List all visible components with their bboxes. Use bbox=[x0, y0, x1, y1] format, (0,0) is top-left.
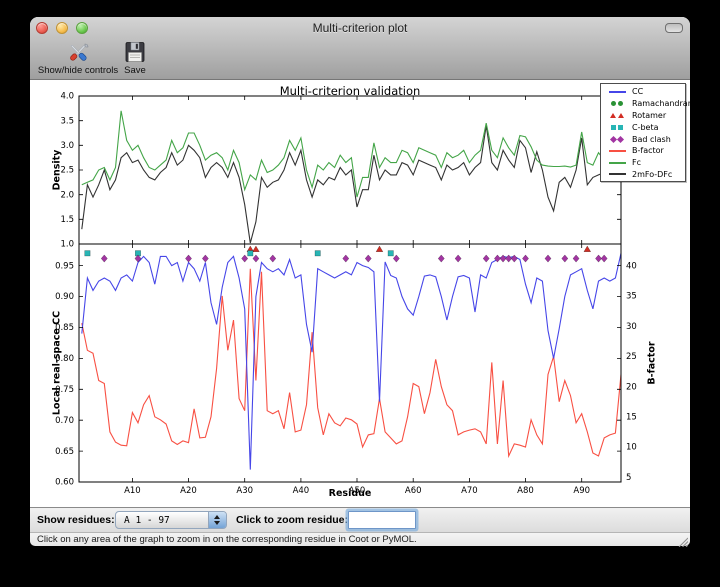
legend-item-label: 2mFo-DFc bbox=[632, 169, 673, 179]
bottom-y-axis-label: Local real-space CC bbox=[51, 310, 63, 416]
svg-text:0.70: 0.70 bbox=[55, 416, 74, 426]
resize-grip-icon[interactable] bbox=[678, 534, 689, 548]
title-bar[interactable]: Multi-criterion plot bbox=[30, 17, 690, 39]
svg-text:0.65: 0.65 bbox=[55, 447, 74, 457]
window-controls bbox=[36, 22, 88, 34]
show-hide-controls-button[interactable]: Show/hide controls bbox=[36, 39, 120, 76]
show-residues-select[interactable]: A 1 - 97 bbox=[115, 511, 227, 529]
legend-item: B-factor bbox=[601, 145, 685, 157]
stepper-icon bbox=[208, 512, 226, 528]
axis-ticks bbox=[79, 95, 621, 483]
svg-text:10: 10 bbox=[626, 443, 637, 453]
legend-item-label: CC bbox=[632, 87, 644, 97]
cc-bfactor-series bbox=[81, 253, 621, 470]
svg-text:0.75: 0.75 bbox=[55, 385, 74, 395]
legend-triangle-glyph bbox=[605, 112, 629, 118]
svg-text:2.0: 2.0 bbox=[60, 190, 74, 200]
toolbar: Show/hide controls Save bbox=[30, 39, 690, 79]
svg-text:4.0: 4.0 bbox=[60, 92, 74, 102]
svg-text:A30: A30 bbox=[236, 486, 253, 496]
legend: CC Ramachandran Rotamer C-beta Bad clash B-fa… bbox=[600, 83, 693, 183]
show-hide-controls-label: Show/hide controls bbox=[37, 65, 119, 76]
legend-item: 2mFo-DFc bbox=[601, 169, 685, 181]
zoom-button[interactable] bbox=[76, 22, 88, 34]
density-series bbox=[81, 110, 621, 244]
svg-text:A80: A80 bbox=[517, 486, 534, 496]
legend-item-label: Ramachandran bbox=[632, 99, 693, 109]
multi-criterion-plot-window: Multi-criterion plot bbox=[30, 17, 693, 548]
zoom-residue-label: Click to zoom residue: bbox=[236, 514, 349, 526]
svg-text:35: 35 bbox=[626, 292, 637, 302]
svg-text:A70: A70 bbox=[461, 486, 478, 496]
plot-figure: 1.0 1.5 2.0 2.5 3.0 3.5 4.0 0.60 0.65 0.70 0.75 0.8… bbox=[30, 80, 693, 507]
svg-text:30: 30 bbox=[626, 322, 637, 332]
legend-square-glyph bbox=[605, 124, 629, 130]
svg-text:0.90: 0.90 bbox=[55, 292, 74, 302]
svg-text:0.95: 0.95 bbox=[55, 261, 74, 271]
legend-line-glyph bbox=[605, 173, 629, 176]
save-button[interactable]: Save bbox=[120, 39, 150, 76]
legend-item-label: C-beta bbox=[632, 122, 659, 132]
up-arrow-icon bbox=[213, 515, 220, 519]
save-label: Save bbox=[124, 65, 146, 76]
svg-text:3.5: 3.5 bbox=[60, 116, 74, 126]
svg-text:5: 5 bbox=[626, 473, 631, 483]
svg-text:0.60: 0.60 bbox=[55, 478, 74, 488]
svg-text:20: 20 bbox=[626, 382, 637, 392]
axis-tick-labels: 1.0 1.5 2.0 2.5 3.0 3.5 4.0 0.60 0.65 0.70 0.75 0.8… bbox=[55, 92, 637, 496]
status-bar: Click on any area of the graph to zoom i… bbox=[30, 532, 690, 548]
x-axis-label: Residue bbox=[328, 488, 372, 499]
svg-text:0.80: 0.80 bbox=[55, 354, 74, 364]
save-icon bbox=[122, 40, 148, 64]
chart-canvas[interactable]: 1.0 1.5 2.0 2.5 3.0 3.5 4.0 0.60 0.65 0.70 0.75 0.8… bbox=[30, 80, 688, 507]
legend-circle-glyph bbox=[605, 101, 629, 107]
svg-text:A10: A10 bbox=[124, 486, 141, 496]
svg-text:1.0: 1.0 bbox=[60, 240, 74, 250]
svg-text:A20: A20 bbox=[180, 486, 197, 496]
svg-text:15: 15 bbox=[626, 413, 637, 423]
down-arrow-icon bbox=[213, 521, 220, 525]
window-title: Multi-criterion plot bbox=[312, 21, 408, 35]
svg-text:3.0: 3.0 bbox=[60, 141, 74, 151]
svg-text:25: 25 bbox=[626, 352, 637, 362]
legend-item: Bad clash bbox=[601, 133, 685, 145]
legend-item: C-beta bbox=[601, 121, 685, 133]
minimize-button[interactable] bbox=[56, 22, 68, 34]
zoom-residue-input[interactable] bbox=[348, 511, 416, 529]
svg-text:0.85: 0.85 bbox=[55, 323, 74, 333]
legend-item-label: Bad clash bbox=[632, 134, 671, 144]
legend-line-glyph bbox=[605, 161, 629, 164]
status-text: Click on any area of the graph to zoom i… bbox=[37, 534, 417, 545]
tools-icon bbox=[65, 40, 91, 64]
legend-item-label: Fc bbox=[632, 158, 641, 168]
controls-bar: Show residues: A 1 - 97 Click to zoom re… bbox=[30, 507, 690, 532]
show-residues-label: Show residues: bbox=[37, 514, 115, 526]
legend-item: Fc bbox=[601, 157, 685, 169]
svg-text:A60: A60 bbox=[405, 486, 422, 496]
plot-title: Multi-criterion validation bbox=[279, 84, 421, 98]
show-residues-value: A 1 - 97 bbox=[124, 515, 170, 526]
legend-line-glyph bbox=[605, 149, 629, 152]
axes-frames bbox=[78, 95, 622, 483]
legend-item: CC bbox=[601, 86, 685, 98]
svg-text:A50: A50 bbox=[349, 486, 366, 496]
window-chrome: Multi-criterion plot bbox=[30, 17, 690, 80]
legend-item: Ramachandran bbox=[601, 98, 693, 110]
close-button[interactable] bbox=[36, 22, 48, 34]
legend-diamond-glyph bbox=[605, 135, 629, 143]
svg-text:A90: A90 bbox=[573, 486, 590, 496]
svg-text:1.5: 1.5 bbox=[60, 215, 74, 225]
legend-item-label: B-factor bbox=[632, 146, 664, 156]
top-y-axis-label: Density bbox=[51, 149, 63, 191]
legend-line-glyph bbox=[605, 90, 629, 93]
svg-text:2.5: 2.5 bbox=[60, 166, 74, 176]
outlier-markers bbox=[84, 245, 608, 263]
legend-item-label: Rotamer bbox=[632, 110, 667, 120]
svg-text:A40: A40 bbox=[293, 486, 310, 496]
right-y-axis-label: B-factor bbox=[646, 341, 658, 385]
svg-text:40: 40 bbox=[626, 261, 637, 271]
legend-item: Rotamer bbox=[601, 110, 685, 122]
toolbar-toggle-button[interactable] bbox=[665, 23, 683, 33]
